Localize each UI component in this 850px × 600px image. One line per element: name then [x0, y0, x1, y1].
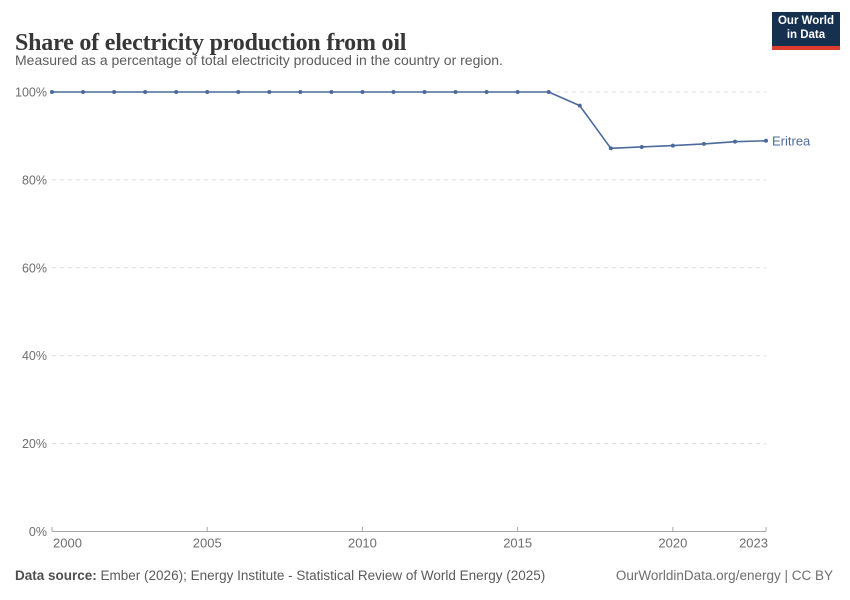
x-tick-label: 2000	[53, 536, 82, 551]
data-point	[112, 90, 117, 94]
series-line-eritrea	[52, 91, 767, 150]
data-point	[764, 138, 768, 143]
rights-link[interactable]: OurWorldinData.org/energy | CC BY	[615, 568, 833, 583]
data-point	[515, 90, 520, 94]
x-tick-label: 2015	[503, 536, 532, 551]
x-tick-label: 2005	[193, 536, 222, 551]
y-tick-label: 20%	[22, 437, 47, 451]
data-point	[639, 144, 644, 149]
x-tick-label: 2023	[739, 536, 768, 551]
data-point	[360, 90, 365, 94]
data-point	[143, 90, 148, 94]
data-point	[577, 103, 582, 108]
data-point	[422, 90, 427, 94]
data-point	[50, 90, 54, 94]
data-point	[329, 90, 334, 94]
x-tick-label: 2010	[348, 536, 377, 551]
data-point	[174, 90, 179, 94]
data-point	[453, 90, 458, 94]
data-point	[391, 90, 396, 94]
chart-footer: Data source: Ember (2026); Energy Instit…	[0, 568, 850, 588]
data-source-label: Data source:	[15, 568, 97, 583]
data-point	[546, 90, 551, 94]
y-tick-label: 40%	[22, 349, 47, 363]
y-tick-label: 60%	[22, 261, 47, 275]
data-point	[205, 90, 210, 94]
owid-logo[interactable]: Our World in Data	[772, 12, 840, 50]
data-point	[670, 143, 675, 148]
page-title: Share of electricity production from oil	[15, 30, 407, 57]
y-tick-label: 100%	[15, 86, 47, 100]
owid-logo-text: Our World in Data	[778, 15, 834, 43]
data-point	[267, 90, 272, 94]
y-tick-label: 0%	[29, 525, 47, 539]
chart-subtitle: Measured as a percentage of total electr…	[15, 52, 503, 68]
owid-logo-line1: Our World	[777, 15, 834, 28]
data-point	[701, 141, 706, 146]
data-source: Data source: Ember (2026); Energy Instit…	[15, 568, 545, 583]
x-tick-label: 2020	[658, 536, 687, 551]
data-point	[298, 90, 303, 94]
data-point	[236, 90, 241, 94]
data-point	[608, 146, 613, 151]
owid-logo-line2: in Data	[786, 29, 826, 41]
data-point	[81, 90, 86, 94]
data-point	[484, 90, 489, 94]
y-tick-label: 80%	[22, 173, 47, 187]
data-point	[732, 139, 737, 144]
data-source-text: Ember (2026); Energy Institute - Statist…	[96, 568, 546, 583]
series-end-label: Eritrea	[772, 133, 811, 148]
